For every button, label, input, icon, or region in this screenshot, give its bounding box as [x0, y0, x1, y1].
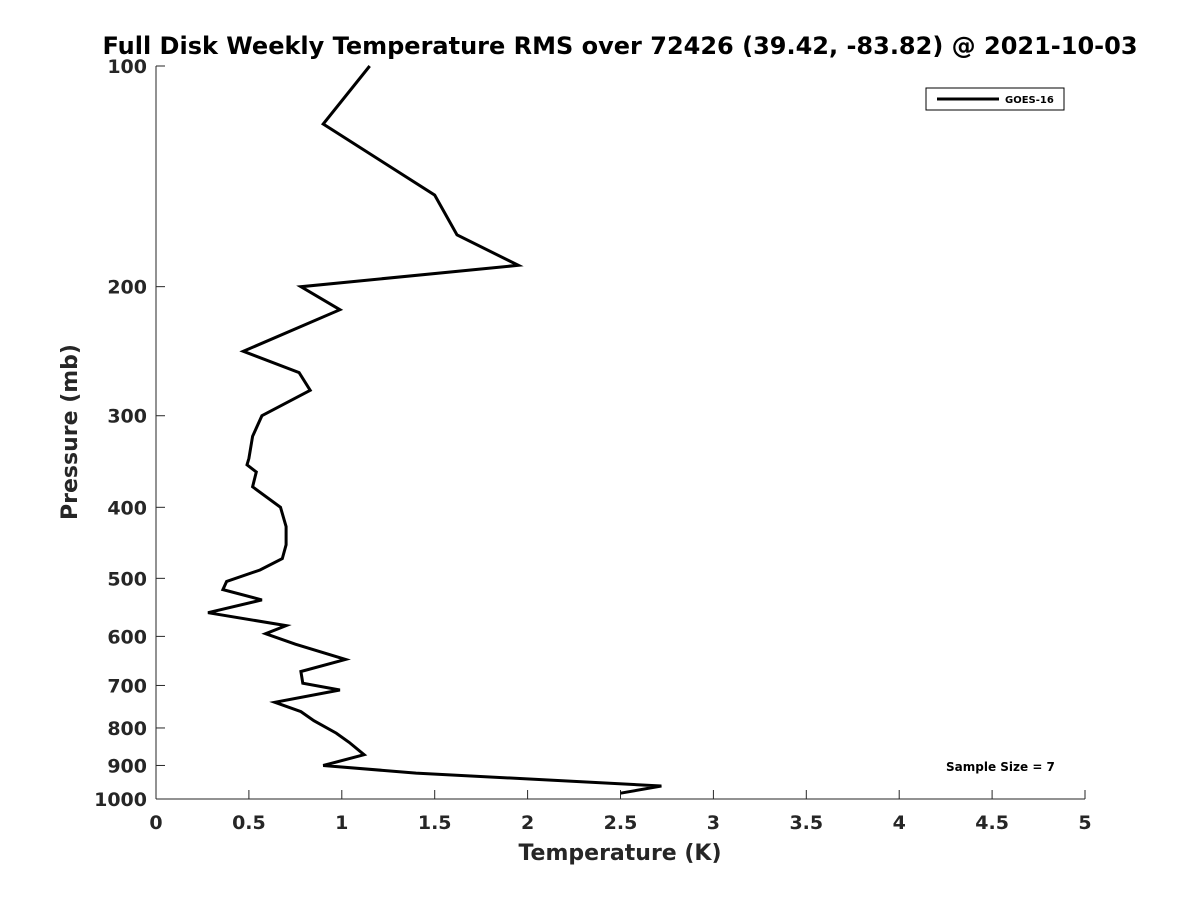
x-tick-label: 3.5: [789, 812, 823, 834]
x-tick-label: 0.5: [232, 812, 266, 834]
plot-area: 0 0.5 1 1.5 2 2.5 3 3.5 4 4.5 5 100 200 300 400 500 600 7…: [94, 56, 1092, 834]
x-tick-label: 0: [149, 812, 162, 834]
x-tick-label: 1: [335, 812, 348, 834]
x-tick-label: 1.5: [418, 812, 452, 834]
x-tick-label: 3: [707, 812, 720, 834]
x-axis-label: Temperature (K): [518, 841, 721, 866]
chart-title: Full Disk Weekly Temperature RMS over 72…: [102, 32, 1137, 60]
legend: GOES-16: [925, 87, 1065, 111]
y-tick-label: 900: [107, 755, 147, 777]
sample-size-annotation: Sample Size = 7: [946, 760, 1055, 774]
x-tick-label: 2: [521, 812, 534, 834]
y-tick-label: 300: [107, 406, 147, 428]
y-tick-label: 600: [107, 626, 147, 648]
y-axis-label: Pressure (mb): [58, 344, 83, 520]
x-tick-label: 4: [893, 812, 906, 834]
x-tick-label: 5: [1078, 812, 1091, 834]
legend-label-goes-16: GOES-16: [1005, 95, 1054, 106]
y-tick-label: 700: [107, 675, 147, 697]
y-tick-label: 100: [107, 56, 147, 78]
y-tick-label: 500: [107, 568, 147, 590]
series-line-goes-16: [207, 65, 662, 795]
y-tick-label: 800: [107, 718, 147, 740]
y-tick-label: 200: [107, 277, 147, 299]
x-tick-label: 4.5: [975, 812, 1009, 834]
x-tick-label: 2.5: [604, 812, 638, 834]
y-tick-label: 1000: [94, 789, 147, 811]
y-tick-label: 400: [107, 497, 147, 519]
